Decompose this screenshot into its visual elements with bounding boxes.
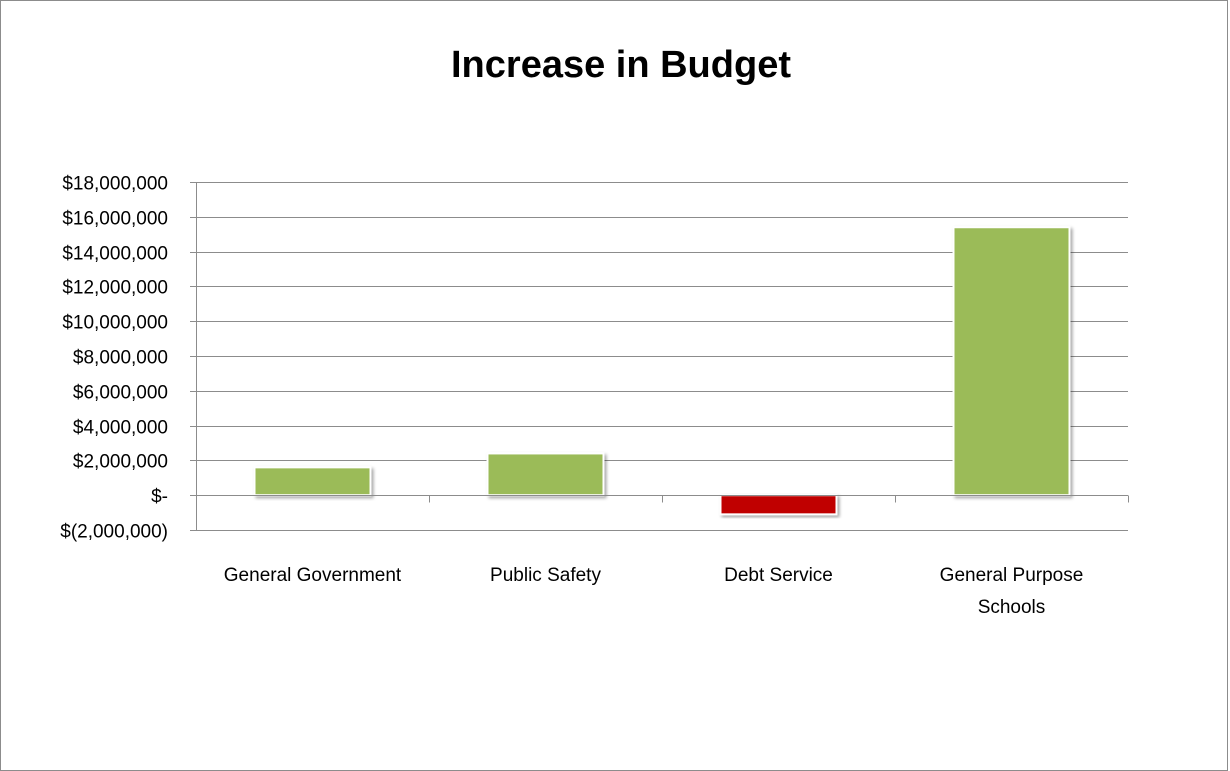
y-tick-label: $10,000,000: [62, 313, 168, 334]
y-tick-label: $18,000,000: [62, 174, 168, 195]
bar: [719, 494, 838, 516]
x-category-label: General Government: [224, 565, 402, 586]
x-category-label: General Purpose: [940, 565, 1084, 586]
y-tick-label: $16,000,000: [62, 209, 168, 230]
x-axis-category-labels: General Government Public Safety Debt Serv…: [224, 565, 1084, 618]
axes: [190, 182, 1129, 530]
y-tick-label: $6,000,000: [73, 383, 168, 404]
y-axis-tick-labels: $(2,000,000) $- $2,000,000 $4,000,000 $6,000…: [60, 174, 168, 543]
bar: [486, 452, 605, 497]
x-category-label: Schools: [978, 597, 1046, 618]
x-category-label: Debt Service: [724, 565, 833, 586]
y-tick-label: $14,000,000: [62, 244, 168, 265]
bars: [253, 226, 1071, 516]
y-tick-label: $12,000,000: [62, 278, 168, 299]
chart-title: Increase in Budget: [451, 44, 791, 86]
bar: [253, 466, 372, 497]
y-tick-label: $(2,000,000): [60, 522, 168, 543]
y-tick-label: $-: [151, 487, 168, 508]
y-tick-label: $8,000,000: [73, 348, 168, 369]
bar: [952, 226, 1071, 497]
x-category-label: Public Safety: [490, 565, 601, 586]
y-tick-label: $4,000,000: [73, 418, 168, 439]
y-tick-label: $2,000,000: [73, 452, 168, 473]
